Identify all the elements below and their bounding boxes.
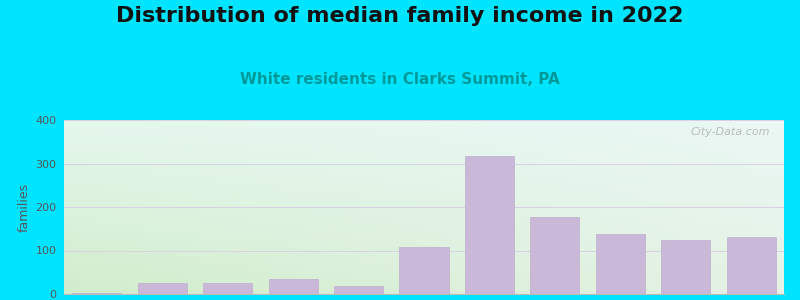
Bar [662, 240, 710, 294]
Text: City-Data.com: City-Data.com [690, 127, 770, 137]
Bar [596, 234, 645, 294]
Bar [465, 156, 514, 294]
Bar [269, 279, 318, 294]
Text: Distribution of median family income in 2022: Distribution of median family income in … [116, 6, 684, 26]
Y-axis label: families: families [18, 182, 31, 232]
Bar [138, 283, 186, 294]
Bar [399, 247, 449, 294]
Bar [72, 293, 122, 294]
Bar [203, 283, 252, 294]
Bar [530, 217, 579, 294]
Bar [726, 238, 776, 294]
Bar [334, 286, 383, 294]
Text: White residents in Clarks Summit, PA: White residents in Clarks Summit, PA [240, 72, 560, 87]
